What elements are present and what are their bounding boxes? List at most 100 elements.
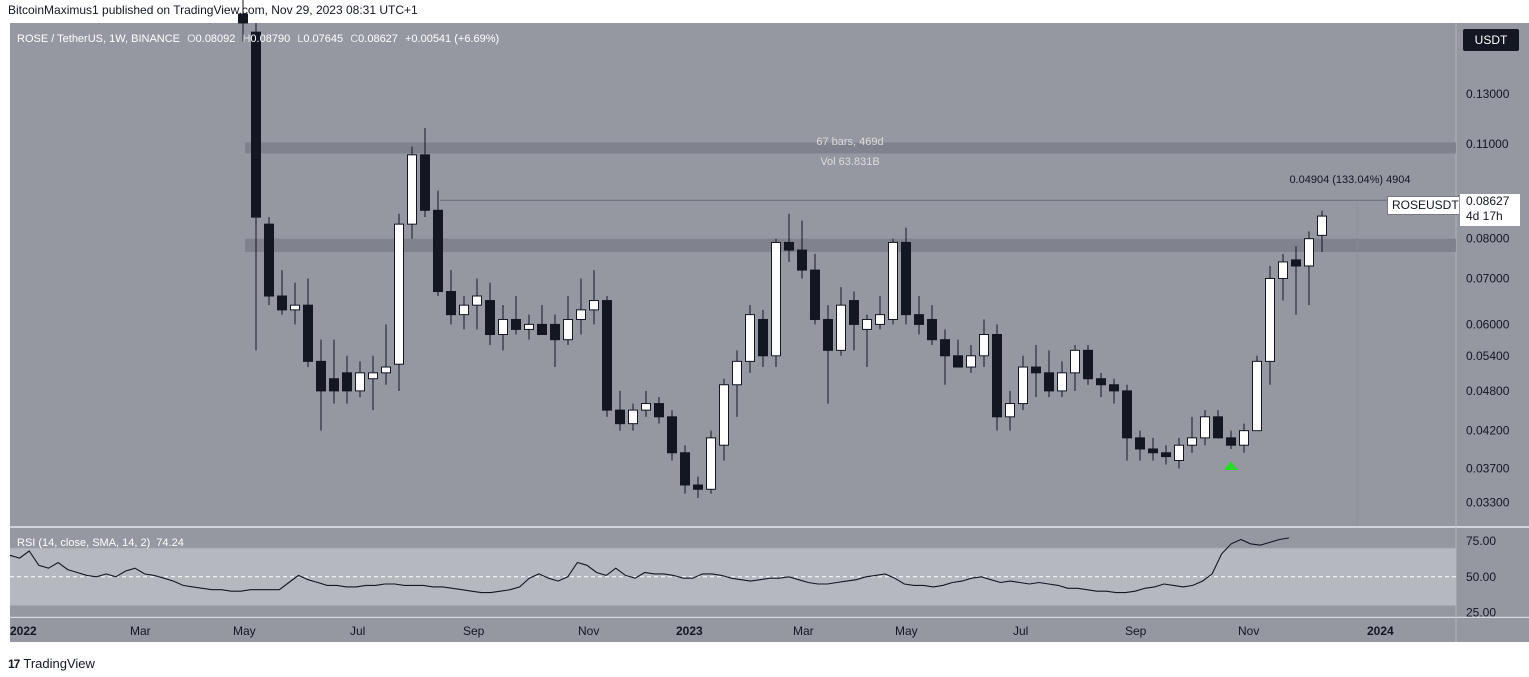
candle[interactable] — [355, 361, 365, 398]
candle[interactable] — [784, 213, 794, 262]
candle[interactable] — [875, 296, 885, 330]
candle[interactable] — [745, 305, 755, 373]
resistance-zone[interactable] — [245, 142, 1456, 154]
candle[interactable] — [1304, 231, 1314, 306]
candle[interactable] — [1135, 430, 1145, 461]
candle[interactable] — [849, 291, 859, 351]
candle[interactable] — [524, 314, 534, 340]
candle[interactable] — [420, 127, 430, 218]
candle[interactable] — [1161, 445, 1171, 465]
candle[interactable] — [407, 146, 417, 239]
candle[interactable] — [238, 0, 248, 42]
tradingview-logo[interactable]: 17 TradingView — [8, 656, 95, 671]
candle[interactable] — [1278, 253, 1288, 301]
resistance-zone[interactable] — [245, 238, 1456, 253]
candle[interactable] — [940, 329, 950, 385]
candle[interactable] — [290, 282, 300, 325]
symbol-legend[interactable]: ROSE / TetherUS, 1W, BINANCE O0.08092 H0… — [17, 33, 499, 45]
candle[interactable] — [810, 253, 820, 325]
candle[interactable] — [628, 403, 638, 431]
candle-body — [524, 323, 534, 330]
candle[interactable] — [264, 217, 274, 306]
candle[interactable] — [342, 355, 352, 404]
candle[interactable] — [563, 296, 573, 345]
candle[interactable] — [615, 390, 625, 431]
candle[interactable] — [368, 355, 378, 411]
candle[interactable] — [953, 339, 963, 368]
candle-body — [589, 300, 599, 311]
candle[interactable] — [979, 319, 989, 368]
candle[interactable] — [1096, 372, 1106, 398]
candle[interactable] — [862, 314, 872, 368]
candle[interactable] — [550, 314, 560, 368]
candle[interactable] — [927, 305, 937, 345]
candle[interactable] — [667, 410, 677, 461]
candle[interactable] — [277, 270, 287, 315]
candle[interactable] — [888, 238, 898, 325]
candle[interactable] — [1031, 344, 1041, 398]
candle[interactable] — [589, 270, 599, 325]
candle[interactable] — [836, 287, 846, 356]
time-tick-label: Nov — [578, 624, 599, 638]
candle[interactable] — [1057, 361, 1067, 398]
candle[interactable] — [433, 190, 443, 297]
candle[interactable] — [1070, 344, 1080, 391]
candle[interactable] — [1109, 378, 1119, 404]
candle[interactable] — [1265, 265, 1275, 385]
rsi-legend[interactable]: RSI (14, close, SMA, 14, 2) 74.24 — [17, 537, 184, 549]
candle[interactable] — [706, 430, 716, 494]
candle[interactable] — [797, 220, 807, 279]
candle[interactable] — [602, 296, 612, 417]
candle[interactable] — [1148, 437, 1158, 461]
candle[interactable] — [1018, 355, 1028, 411]
candle[interactable] — [641, 390, 651, 417]
candle[interactable] — [303, 278, 313, 368]
candle[interactable] — [719, 378, 729, 461]
candle[interactable] — [732, 350, 742, 417]
candle[interactable] — [472, 278, 482, 330]
candle[interactable] — [1044, 350, 1054, 398]
candle[interactable] — [1317, 210, 1327, 253]
candle[interactable] — [576, 278, 586, 335]
candle[interactable] — [1291, 246, 1301, 315]
candle[interactable] — [992, 324, 1002, 431]
candle[interactable] — [446, 270, 456, 325]
candle[interactable] — [485, 282, 495, 345]
candle[interactable] — [966, 344, 976, 373]
rsi-line[interactable] — [9, 537, 1290, 594]
candle-body — [1109, 384, 1119, 392]
candle[interactable] — [771, 238, 781, 368]
currency-button[interactable]: USDT — [1463, 29, 1519, 51]
candle[interactable] — [498, 305, 508, 351]
candle[interactable] — [654, 397, 664, 424]
candle[interactable] — [1213, 410, 1223, 439]
candle[interactable] — [1239, 423, 1249, 453]
candle[interactable] — [1187, 416, 1197, 453]
candle[interactable] — [316, 339, 326, 431]
candle[interactable] — [758, 309, 768, 368]
candle[interactable] — [1252, 355, 1262, 432]
candle[interactable] — [693, 476, 703, 499]
price-tick-label: 0.04800 — [1466, 384, 1510, 398]
candle[interactable] — [680, 445, 690, 494]
candle[interactable] — [1083, 344, 1093, 385]
candle[interactable] — [1174, 437, 1184, 469]
candle[interactable] — [251, 23, 261, 351]
candle[interactable] — [1122, 384, 1132, 461]
candle-body — [1135, 437, 1145, 450]
candle-body — [407, 154, 417, 225]
candle-body — [1070, 349, 1080, 374]
candle[interactable] — [394, 213, 404, 391]
candle[interactable] — [329, 339, 339, 404]
candle[interactable] — [459, 296, 469, 330]
candle[interactable] — [537, 305, 547, 336]
candle[interactable] — [1200, 410, 1210, 446]
candle[interactable] — [914, 296, 924, 335]
candle[interactable] — [901, 227, 911, 325]
candle[interactable] — [823, 305, 833, 404]
candle[interactable] — [511, 296, 521, 335]
candle[interactable] — [381, 324, 391, 385]
candle[interactable] — [1005, 390, 1015, 431]
candle[interactable] — [1226, 430, 1236, 449]
